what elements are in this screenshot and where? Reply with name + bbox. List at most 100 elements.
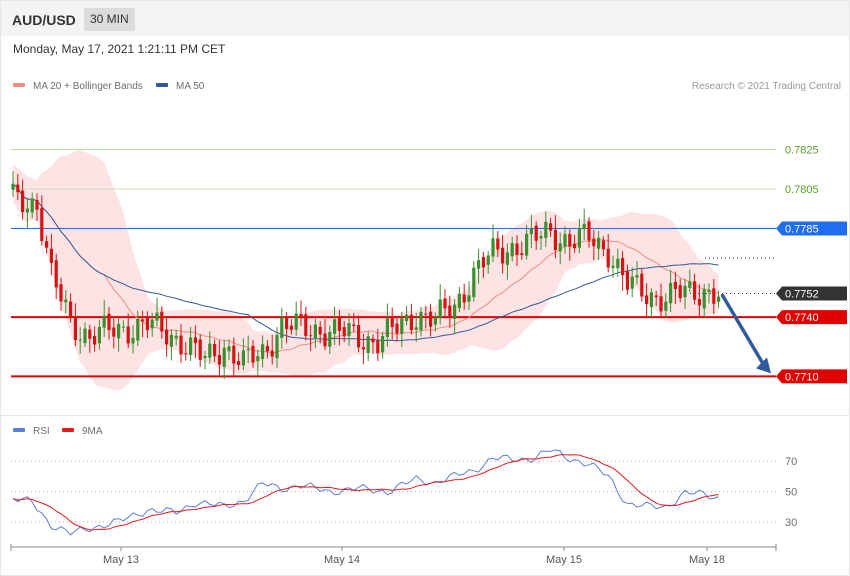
- candle-body: [429, 311, 433, 327]
- candle-body: [208, 343, 212, 358]
- candle-body: [49, 248, 53, 263]
- candle-body: [184, 353, 188, 355]
- candle-body: [433, 317, 437, 325]
- candle-body: [193, 337, 197, 344]
- candle-body: [515, 243, 519, 256]
- candle-body: [366, 336, 370, 353]
- candle-body: [294, 313, 298, 330]
- candle-body: [30, 198, 34, 213]
- candle-body: [688, 281, 692, 288]
- candle-body: [635, 275, 639, 278]
- candle-body: [606, 248, 610, 268]
- legend-9ma: 9MA: [62, 426, 103, 437]
- candle-body: [93, 336, 97, 345]
- legend-9ma-swatch: [62, 428, 74, 433]
- candle-body: [405, 314, 409, 321]
- candle-body: [126, 326, 130, 344]
- candle-body: [213, 344, 217, 357]
- candle-body: [251, 345, 255, 363]
- legend-rsi: RSI: [13, 426, 50, 437]
- candle-body: [544, 221, 548, 238]
- candle-body: [477, 260, 481, 269]
- legend-9ma-label: 9MA: [82, 426, 103, 437]
- candle-body: [553, 229, 557, 251]
- candle-body: [141, 319, 145, 322]
- candle-body: [145, 317, 149, 331]
- level-tag-0-7710: [776, 369, 847, 384]
- candle-body: [11, 183, 15, 190]
- candle-body: [333, 319, 337, 334]
- candle-body: [683, 285, 687, 298]
- candle-body: [371, 338, 375, 343]
- candle-body: [529, 228, 533, 235]
- candle-body: [472, 267, 476, 298]
- candle-body: [400, 318, 404, 334]
- legend-ma20-swatch: [13, 83, 25, 88]
- candle-body: [659, 296, 663, 312]
- candle-body: [693, 281, 697, 300]
- x-tick-label: May 15: [546, 554, 582, 566]
- candle-body: [525, 233, 529, 256]
- candle-body: [539, 236, 543, 239]
- candle-body: [573, 243, 577, 249]
- candle-body: [486, 255, 490, 265]
- level-label-0-7825: 0.7825: [785, 145, 819, 157]
- candle-body: [88, 329, 92, 339]
- candle-body: [189, 337, 193, 355]
- candle-body: [318, 326, 322, 335]
- candle-body: [462, 294, 466, 303]
- rsi-grid-label-30: 30: [785, 517, 797, 529]
- candle-body: [179, 335, 183, 355]
- candle-body: [313, 324, 317, 339]
- candle-body: [376, 340, 380, 354]
- candle-body: [577, 228, 581, 248]
- candle-body: [453, 304, 457, 319]
- candle-body: [59, 284, 63, 302]
- chart-header: AUD/USD 30 MIN: [1, 1, 849, 36]
- candle-body: [217, 355, 221, 365]
- candle-body: [246, 349, 250, 351]
- candle-body: [117, 323, 121, 339]
- candle-body: [309, 335, 313, 337]
- candle-body: [112, 327, 116, 337]
- candle-body: [256, 356, 260, 362]
- candle-body: [323, 333, 327, 347]
- level-tag-text-0-7710: 0.7710: [785, 371, 819, 383]
- candle-body: [645, 295, 649, 305]
- bollinger-band: [13, 150, 719, 391]
- candle-body: [285, 316, 289, 330]
- candle-body: [347, 323, 351, 337]
- candle-body: [232, 345, 236, 364]
- candle-body: [649, 292, 653, 308]
- level-tag-0-7740: [776, 310, 847, 325]
- candle-body: [448, 305, 452, 318]
- timeframe-badge[interactable]: 30 MIN: [84, 8, 135, 31]
- legend-ma50-swatch: [156, 83, 168, 88]
- legend-ma50-label: MA 50: [176, 81, 205, 92]
- candle-body: [169, 334, 173, 347]
- candle-body: [491, 238, 495, 257]
- rsi-grid-label-50: 50: [785, 487, 797, 499]
- candle-body: [616, 258, 620, 269]
- candle-body: [237, 361, 241, 366]
- rsi-grid-label-70: 70: [785, 456, 797, 468]
- candle-body: [582, 223, 586, 230]
- symbol-title: AUD/USD: [12, 12, 76, 28]
- rsi-ma-line: [12, 454, 719, 531]
- candle-body: [78, 339, 82, 341]
- candle-body: [64, 299, 68, 303]
- candle-body: [69, 301, 73, 317]
- candle-body: [481, 256, 485, 268]
- candle-body: [361, 347, 365, 350]
- candle-body: [203, 355, 207, 358]
- candle-body: [150, 319, 154, 329]
- candle-body: [174, 335, 178, 339]
- candle-body: [702, 289, 706, 309]
- candle-body: [496, 238, 500, 250]
- candle-body: [664, 301, 668, 311]
- candle-body: [289, 325, 293, 330]
- legend-rsi-label: RSI: [33, 426, 50, 437]
- x-tick-label: May 13: [103, 554, 139, 566]
- candle-body: [712, 288, 716, 304]
